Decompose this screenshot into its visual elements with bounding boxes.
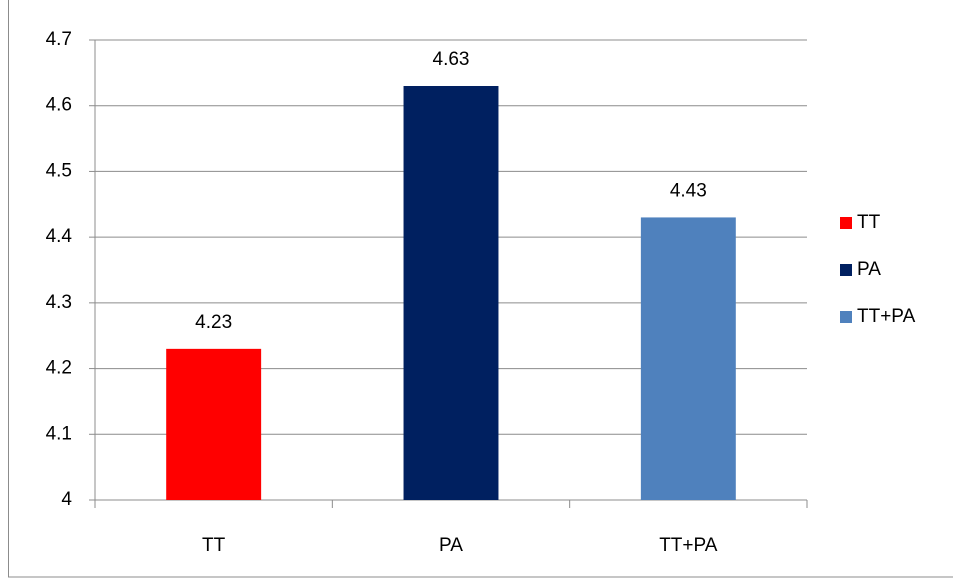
y-tick-label: 4.7 — [46, 29, 72, 50]
y-tick-label: 4.5 — [46, 160, 72, 181]
y-tick-label: 4 — [61, 489, 72, 510]
legend-label: TT+PA — [857, 306, 916, 327]
x-tick-label: PA — [439, 535, 463, 556]
y-tick-label: 4.1 — [46, 423, 72, 444]
x-tick-label: TT+PA — [659, 535, 718, 556]
bar — [640, 217, 736, 500]
bar — [403, 86, 499, 500]
legend-label: PA — [857, 259, 881, 280]
bar — [166, 348, 262, 500]
legend-swatch — [840, 217, 852, 229]
legend-label: TT — [857, 212, 881, 233]
y-tick-label: 4.3 — [46, 292, 72, 313]
y-tick-label: 4.4 — [46, 226, 73, 247]
legend-swatch — [840, 311, 852, 323]
y-tick-label: 4.6 — [46, 95, 72, 116]
data-label: 4.63 — [433, 49, 470, 70]
data-label: 4.43 — [670, 180, 707, 201]
x-tick-label: TT — [202, 535, 226, 556]
y-tick-label: 4.2 — [46, 358, 72, 379]
data-label: 4.23 — [195, 312, 232, 333]
legend-swatch — [840, 264, 852, 276]
